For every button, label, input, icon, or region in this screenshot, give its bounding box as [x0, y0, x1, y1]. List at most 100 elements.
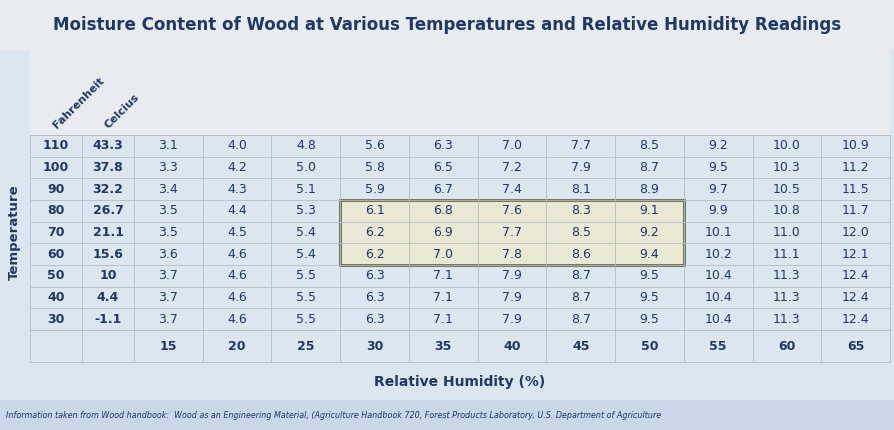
Bar [546, 308, 615, 330]
Text: 4.2: 4.2 [227, 161, 247, 174]
Bar [477, 135, 546, 157]
Bar [203, 135, 272, 157]
Text: 20: 20 [228, 340, 246, 353]
Text: 9.5: 9.5 [639, 291, 660, 304]
Text: 7.7: 7.7 [570, 139, 591, 152]
Text: 37.8: 37.8 [93, 161, 123, 174]
Bar [615, 178, 684, 200]
Text: 7.9: 7.9 [570, 161, 591, 174]
Bar [546, 222, 615, 243]
Bar [684, 265, 753, 287]
Text: Relative Humidity (%): Relative Humidity (%) [375, 375, 545, 389]
Bar [341, 243, 409, 265]
Bar [82, 308, 134, 330]
Text: 6.5: 6.5 [434, 161, 453, 174]
Text: 5.5: 5.5 [296, 269, 316, 283]
Text: -1.1: -1.1 [94, 313, 122, 326]
Text: 3.5: 3.5 [158, 226, 178, 239]
Bar [82, 135, 134, 157]
Text: 9.2: 9.2 [708, 139, 728, 152]
Bar [341, 157, 409, 178]
Bar [82, 287, 134, 308]
Bar [546, 157, 615, 178]
Bar [30, 157, 82, 178]
Text: 21.1: 21.1 [92, 226, 123, 239]
Bar [82, 157, 134, 178]
Text: 6.2: 6.2 [365, 248, 384, 261]
Bar [684, 157, 753, 178]
Text: 7.1: 7.1 [434, 291, 453, 304]
Text: 8.1: 8.1 [570, 183, 591, 196]
Bar [753, 157, 822, 178]
Text: 6.3: 6.3 [365, 291, 384, 304]
Text: 70: 70 [47, 226, 64, 239]
Text: 15: 15 [160, 340, 177, 353]
Bar [753, 243, 822, 265]
Text: 80: 80 [47, 204, 64, 217]
Text: 32.2: 32.2 [93, 183, 123, 196]
Bar [203, 308, 272, 330]
Text: 10.4: 10.4 [704, 291, 732, 304]
Text: 4.4: 4.4 [97, 291, 119, 304]
Text: 10.4: 10.4 [704, 313, 732, 326]
Text: 5.0: 5.0 [296, 161, 316, 174]
Bar [30, 308, 82, 330]
Text: 11.3: 11.3 [773, 291, 801, 304]
Text: 9.5: 9.5 [639, 313, 660, 326]
Text: 3.7: 3.7 [158, 291, 178, 304]
Bar [30, 287, 82, 308]
Bar [615, 287, 684, 308]
Text: 7.1: 7.1 [434, 313, 453, 326]
Text: 7.9: 7.9 [502, 313, 522, 326]
Text: 7.0: 7.0 [434, 248, 453, 261]
Bar [409, 157, 477, 178]
Text: 6.3: 6.3 [365, 313, 384, 326]
Bar [409, 308, 477, 330]
Bar [753, 287, 822, 308]
Text: 12.4: 12.4 [842, 269, 870, 283]
Text: 45: 45 [572, 340, 589, 353]
Bar [272, 178, 341, 200]
Text: 4.3: 4.3 [227, 183, 247, 196]
Bar [0, 400, 894, 430]
Text: 4.5: 4.5 [227, 226, 247, 239]
Text: 90: 90 [47, 183, 64, 196]
Text: 9.5: 9.5 [639, 269, 660, 283]
Bar [341, 222, 409, 243]
Text: 9.9: 9.9 [708, 204, 728, 217]
Bar [203, 200, 272, 222]
Bar [477, 243, 546, 265]
Text: 5.5: 5.5 [296, 291, 316, 304]
Bar [477, 287, 546, 308]
Text: 3.5: 3.5 [158, 204, 178, 217]
Bar [203, 265, 272, 287]
Bar [822, 265, 890, 287]
Text: 3.3: 3.3 [158, 161, 178, 174]
Text: 5.4: 5.4 [296, 226, 316, 239]
Bar [272, 287, 341, 308]
Bar [615, 243, 684, 265]
Text: 10.4: 10.4 [704, 269, 732, 283]
Text: 8.7: 8.7 [570, 313, 591, 326]
Text: 4.8: 4.8 [296, 139, 316, 152]
Bar [203, 178, 272, 200]
Bar [615, 200, 684, 222]
Bar [134, 200, 203, 222]
Text: 110: 110 [43, 139, 69, 152]
Bar [341, 265, 409, 287]
Text: 50: 50 [47, 269, 64, 283]
Text: 7.1: 7.1 [434, 269, 453, 283]
Bar [477, 222, 546, 243]
Bar [82, 178, 134, 200]
Text: 3.6: 3.6 [158, 248, 178, 261]
Text: 40: 40 [47, 291, 64, 304]
Text: 10: 10 [99, 269, 117, 283]
Text: 9.2: 9.2 [639, 226, 660, 239]
Bar [409, 178, 477, 200]
Bar [822, 287, 890, 308]
Bar [753, 200, 822, 222]
Bar [272, 157, 341, 178]
Bar [684, 222, 753, 243]
Text: 6.7: 6.7 [434, 183, 453, 196]
Text: 10.5: 10.5 [773, 183, 801, 196]
